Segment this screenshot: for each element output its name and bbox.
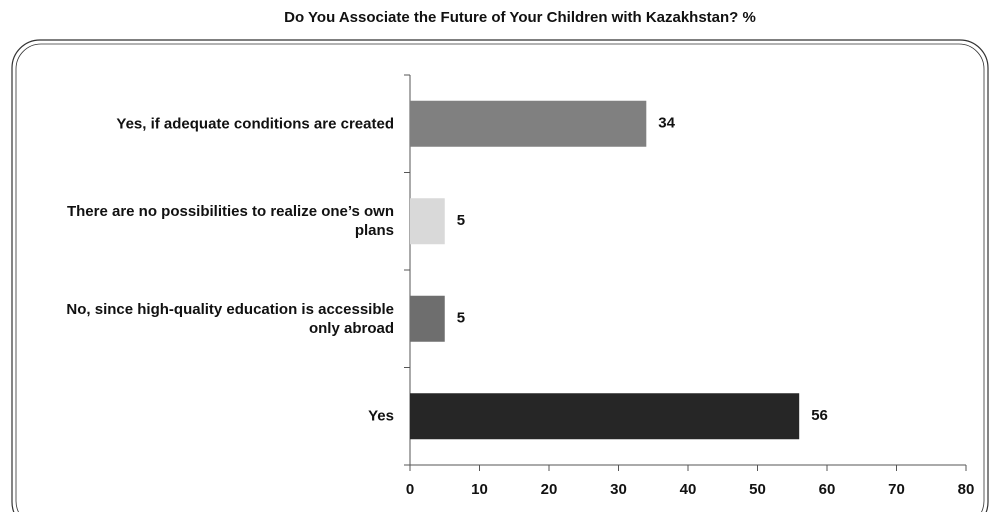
x-tick-label: 0: [406, 481, 414, 498]
bar: [410, 100, 647, 147]
value-label: 5: [457, 310, 465, 327]
frame: [11, 39, 989, 512]
y-tick-label: Yes: [368, 407, 394, 425]
bar: [410, 295, 445, 342]
x-tick-label: 50: [749, 481, 766, 498]
bar: [410, 198, 445, 245]
x-tick-label: 40: [680, 481, 697, 498]
x-tick-label: 60: [819, 481, 836, 498]
value-label: 56: [811, 407, 828, 424]
frame-inner: [15, 43, 985, 512]
x-tick-label: 10: [471, 481, 488, 498]
x-tick-label: 70: [888, 481, 905, 498]
y-tick-label: There are no possibilities to realize on…: [66, 203, 394, 240]
chart-title: Do You Associate the Future of Your Chil…: [284, 9, 756, 26]
bar: [410, 393, 800, 440]
value-label: 5: [457, 212, 465, 229]
x-tick-label: 20: [541, 481, 558, 498]
y-tick-label: No, since high-quality education is acce…: [66, 300, 394, 337]
value-label: 34: [658, 115, 675, 132]
y-tick-label: Yes, if adequate conditions are created: [116, 115, 394, 133]
x-tick-label: 80: [958, 481, 975, 498]
x-tick-label: 30: [610, 481, 627, 498]
